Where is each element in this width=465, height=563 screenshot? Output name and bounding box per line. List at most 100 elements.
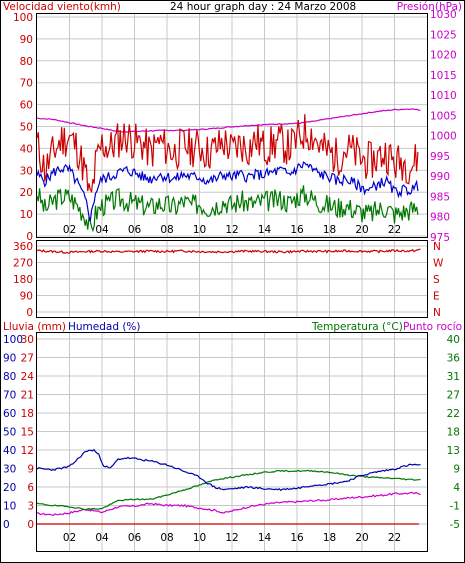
panel-direction-grid xyxy=(37,241,427,317)
temperature-tick-label: -1 xyxy=(450,501,460,513)
humidity-axis-label: Humedad (%) xyxy=(68,321,141,333)
direction-tick-label: 90 xyxy=(20,291,33,303)
wind-tick-label: 50 xyxy=(20,122,33,134)
humidity-tick-label: 30 xyxy=(21,334,34,346)
time-tick-label: 02 xyxy=(63,532,76,544)
wind-min-line xyxy=(36,185,419,233)
panel-wind-pressure-grid xyxy=(37,14,427,237)
time-tick-label: 10 xyxy=(193,532,206,544)
wind-tick-label: 100 xyxy=(13,12,33,24)
wind-direction-line xyxy=(36,248,421,254)
humidity-tick-label: 18 xyxy=(21,408,34,420)
axis-ticks: 1009080706050403020100103010251020101510… xyxy=(3,9,460,544)
panel-humidity-temp-series xyxy=(36,448,421,525)
pressure-tick-label: 990 xyxy=(430,171,450,183)
rain-tick-label: 100 xyxy=(3,334,23,346)
humidity-tick-label: 24 xyxy=(21,371,35,383)
rain-tick-label: 30 xyxy=(3,464,16,476)
rain-tick-label: 80 xyxy=(3,371,16,383)
temperature-tick-label: 22 xyxy=(447,408,460,420)
rain-tick-label: 20 xyxy=(3,482,16,494)
temperature-tick-label: 9 xyxy=(453,464,460,476)
time-tick-label: 20 xyxy=(355,532,368,544)
wind-tick-label: 80 xyxy=(20,56,33,68)
time-tick-label: 08 xyxy=(160,224,173,236)
temperature-tick-label: 36 xyxy=(447,353,461,365)
pressure-tick-label: 1015 xyxy=(430,70,457,82)
humidity-tick-label: 0 xyxy=(27,519,34,531)
compass-tick-label: N xyxy=(433,307,441,319)
rain-tick-label: 50 xyxy=(3,427,16,439)
temperature-axis-label: Temperatura (°C) xyxy=(311,321,403,333)
rain-tick-label: 70 xyxy=(3,390,16,402)
pressure-tick-label: 1020 xyxy=(430,50,457,62)
time-tick-label: 16 xyxy=(290,224,304,236)
time-tick-label: 12 xyxy=(225,224,238,236)
time-tick-label: 22 xyxy=(388,532,401,544)
direction-tick-label: 270 xyxy=(13,258,33,270)
time-tick-label: 06 xyxy=(128,224,142,236)
time-tick-label: 20 xyxy=(355,224,368,236)
time-tick-label: 14 xyxy=(258,224,272,236)
humidity-tick-label: 6 xyxy=(27,482,34,494)
temperature-tick-label: 40 xyxy=(447,334,460,346)
time-tick-label: 18 xyxy=(323,532,336,544)
rain-tick-label: 0 xyxy=(3,519,10,531)
time-tick-label: 22 xyxy=(388,224,401,236)
temperature-tick-label: -5 xyxy=(450,519,460,531)
compass-tick-label: W xyxy=(433,258,444,270)
pressure-tick-label: 975 xyxy=(430,232,450,244)
pressure-tick-label: 1030 xyxy=(430,9,457,21)
time-tick-label: 14 xyxy=(258,532,272,544)
humidity-tick-label: 3 xyxy=(27,501,34,513)
wind-tick-label: 20 xyxy=(20,187,33,199)
wind-tick-label: 10 xyxy=(20,209,33,221)
temperature-tick-label: 27 xyxy=(447,390,460,402)
humidity-tick-label: 12 xyxy=(21,445,34,457)
wind-tick-label: 70 xyxy=(20,78,33,90)
pressure-line xyxy=(36,108,421,133)
wind-axis-label: Velocidad viento(kmh) xyxy=(3,1,121,13)
pressure-tick-label: 1000 xyxy=(430,131,457,143)
time-tick-label: 04 xyxy=(95,224,109,236)
wind-tick-label: 40 xyxy=(20,143,33,155)
direction-tick-label: 360 xyxy=(13,241,33,253)
time-tick-label: 08 xyxy=(160,532,173,544)
pressure-axis-label: Presión(hPa) xyxy=(397,1,462,13)
dewpoint-axis-label: Punto rocío xyxy=(403,321,462,333)
temperature-tick-label: 18 xyxy=(447,427,460,439)
humidity-tick-label: 27 xyxy=(21,353,34,365)
pressure-tick-label: 995 xyxy=(430,151,450,163)
pressure-tick-label: 1010 xyxy=(430,90,457,102)
panel-direction-series xyxy=(36,248,421,254)
pressure-tick-label: 1005 xyxy=(430,110,457,122)
temperature-tick-label: 13 xyxy=(447,445,460,457)
direction-tick-label: 0 xyxy=(26,307,33,319)
rain-axis-label: Lluvia (mm) xyxy=(3,321,66,333)
rain-tick-label: 40 xyxy=(3,445,16,457)
rain-tick-label: 90 xyxy=(3,353,16,365)
dewpoint-line xyxy=(36,491,421,517)
pressure-tick-label: 1025 xyxy=(430,29,457,41)
compass-tick-label: S xyxy=(433,274,440,286)
temperature-tick-label: 31 xyxy=(447,371,460,383)
wind-tick-label: 0 xyxy=(26,231,33,243)
humidity-tick-label: 15 xyxy=(21,427,34,439)
wind-tick-label: 90 xyxy=(20,34,33,46)
time-tick-label: 16 xyxy=(290,532,304,544)
time-tick-label: 04 xyxy=(95,532,109,544)
humidity-line xyxy=(36,448,421,492)
panel-wind-pressure-series xyxy=(36,108,421,233)
wind-tick-label: 60 xyxy=(20,100,33,112)
pressure-tick-label: 985 xyxy=(430,191,450,203)
compass-tick-label: N xyxy=(433,241,441,253)
time-tick-label: 18 xyxy=(323,224,336,236)
wind-speed-line xyxy=(36,114,419,194)
time-tick-label: 10 xyxy=(193,224,206,236)
time-tick-label: 02 xyxy=(63,224,76,236)
time-tick-label: 06 xyxy=(128,532,142,544)
direction-tick-label: 180 xyxy=(13,274,33,286)
panel-humidity-temp-grid xyxy=(37,333,427,551)
